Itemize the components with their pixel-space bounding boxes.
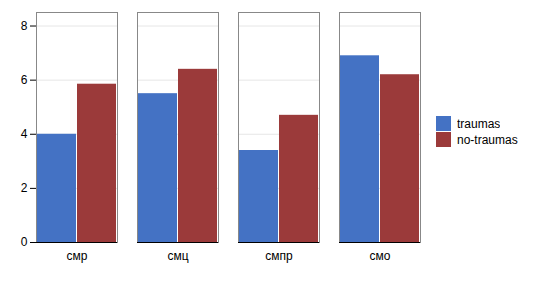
svg-text:8: 8 — [21, 19, 28, 33]
svg-text:смр: смр — [67, 249, 88, 263]
svg-text:4: 4 — [21, 127, 28, 141]
svg-text:6: 6 — [21, 73, 28, 87]
html-text:traumas: traumas — [457, 116, 501, 131]
svg-text:2: 2 — [21, 181, 28, 195]
svg-text:смпр: смпр — [265, 249, 293, 263]
svg-text:0: 0 — [21, 235, 28, 249]
svg-text:смц: смц — [167, 249, 188, 263]
html-text:no-traumas: no-traumas — [457, 132, 518, 147]
svg-text:смо: смо — [370, 249, 391, 263]
